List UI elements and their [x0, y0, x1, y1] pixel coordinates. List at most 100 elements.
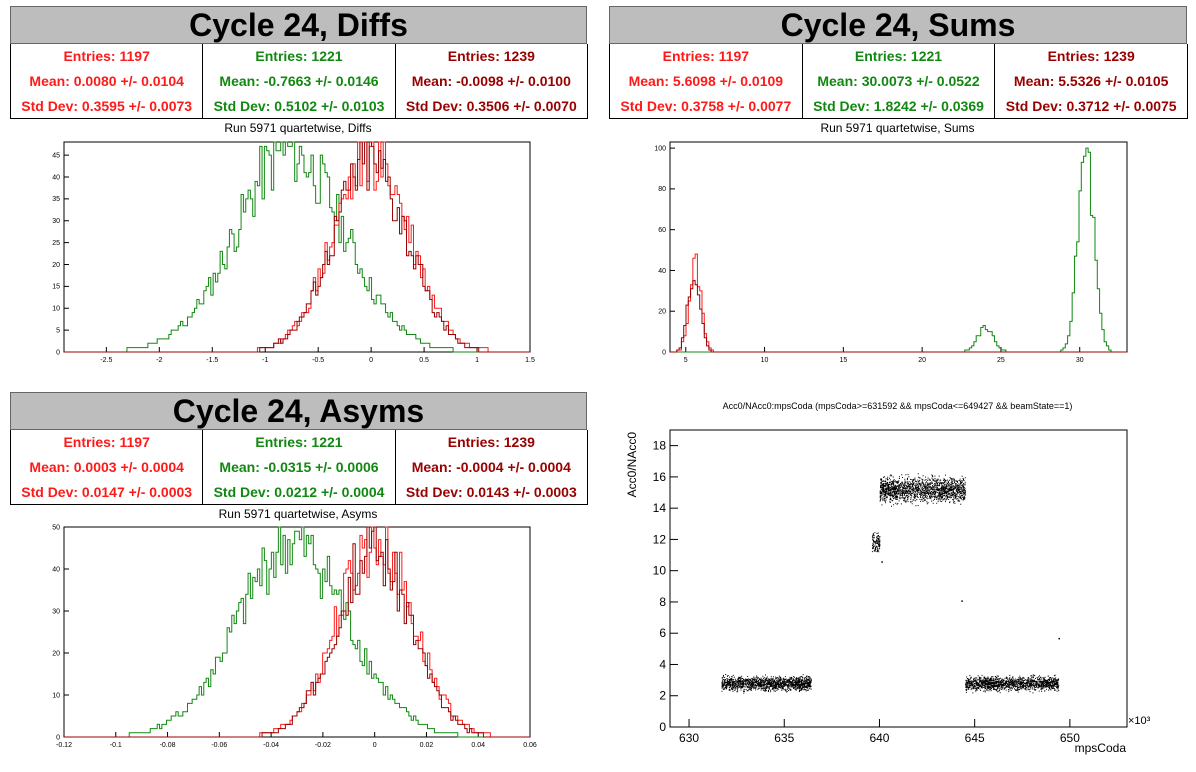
scatter-cluster-1 [871, 532, 881, 553]
hist-series-red [64, 526, 530, 738]
x-tick-label: 20 [918, 357, 926, 364]
stddev-label: Std Dev: 0.5102 +/- 0.0103 [213, 97, 385, 114]
y-tick-label: 15 [52, 284, 60, 291]
y-tick-label: 100 [654, 145, 666, 152]
asyms-stats-green: Entries: 1221 Mean: -0.0315 +/- 0.0006 S… [203, 430, 396, 504]
asyms-subtitle: Run 5971 quartetwise, Asyms [218, 507, 378, 521]
asyms-title: Cycle 24, Asyms [10, 392, 587, 430]
mean-label: Mean: 5.6098 +/- 0.0109 [628, 72, 784, 89]
x-tick-label: -1 [262, 357, 268, 364]
entries-label: Entries: 1239 [447, 48, 535, 65]
x-tick-label: -0.08 [160, 742, 176, 749]
y-tick-label: 18 [653, 439, 667, 453]
stddev-label: Std Dev: 0.0147 +/- 0.0003 [21, 483, 193, 500]
diffs-subtitle: Run 5971 quartetwise, Diffs [224, 121, 372, 135]
x-tick-label: 30 [1076, 357, 1084, 364]
x-tick-label: 1 [475, 357, 479, 364]
x-tick-label: 0.02 [420, 742, 434, 749]
entries-label: Entries: 1221 [255, 434, 343, 451]
stddev-label: Std Dev: 0.3506 +/- 0.0070 [405, 97, 577, 114]
stddev-label: Std Dev: 0.3595 +/- 0.0073 [21, 97, 193, 114]
y-tick-label: 0 [56, 734, 60, 741]
asyms-histogram: -0.12 -0.1 -0.08 -0.06 -0.04 -0.02 0 0.02 0.04 0.… [52, 524, 537, 749]
scatter-outlier [881, 561, 883, 563]
x-tick-label: 640 [869, 731, 889, 745]
sums-histogram: 5 10 15 20 25 30 0 20 40 60 80 100 [654, 141, 1128, 364]
x-tick-label: 650 [1060, 731, 1080, 745]
x-tick-label: -0.02 [315, 742, 331, 749]
plot-frame [669, 141, 1128, 353]
stddev-label: Std Dev: 0.0143 +/- 0.0003 [405, 483, 577, 500]
y-tick-label: 10 [52, 306, 60, 313]
x-tick-label: -0.1 [110, 742, 122, 749]
scatter-cluster-3 [965, 674, 1060, 694]
y-tick-label: 25 [52, 240, 60, 247]
x-tick-label: 0.06 [523, 742, 537, 749]
y-tick-label: 0 [662, 349, 666, 356]
plot-frame [63, 526, 531, 738]
x-tick-label: 1.5 [525, 357, 535, 364]
mean-label: Mean: -0.7663 +/- 0.0146 [219, 72, 379, 89]
y-tick-label: 12 [653, 532, 667, 546]
x-tick-label: 645 [965, 731, 985, 745]
y-tick-label: 0 [659, 720, 666, 734]
y-tick-label: 80 [658, 186, 666, 193]
x-tick-label: 0.04 [471, 742, 485, 749]
x-tick-label: 25 [997, 357, 1005, 364]
sums-stats-green: Entries: 1221 Mean: 30.0073 +/- 0.0522 S… [803, 44, 996, 118]
sums-stats-red: Entries: 1197 Mean: 5.6098 +/- 0.0109 St… [610, 44, 803, 118]
y-tick-label: 2 [659, 689, 666, 703]
y-tick-label: 14 [653, 501, 667, 515]
y-tick-label: 0 [56, 349, 60, 356]
stddev-label: Std Dev: 0.3712 +/- 0.0075 [1005, 97, 1177, 114]
diffs-stats-box: Entries: 1197 Mean: 0.0080 +/- 0.0104 St… [10, 44, 588, 119]
y-tick-label: 8 [659, 595, 666, 609]
y-tick-label: 35 [52, 196, 60, 203]
hist-series-darkred [64, 526, 530, 738]
sums-stats-box: Entries: 1197 Mean: 5.6098 +/- 0.0109 St… [609, 44, 1188, 119]
x-tick-label: 0 [373, 742, 377, 749]
x-tick-label: 10 [761, 357, 769, 364]
entries-label: Entries: 1239 [447, 434, 535, 451]
y-tick-label: 10 [52, 692, 60, 699]
x-tick-label: -0.5 [312, 357, 324, 364]
scatter-outlier [961, 600, 963, 602]
y-tick-label: 30 [52, 218, 60, 225]
scatter-cluster-0 [721, 674, 812, 694]
x-tick-label: -0.12 [56, 742, 72, 749]
sums-title: Cycle 24, Sums [609, 6, 1187, 44]
mean-label: Mean: 5.5326 +/- 0.0105 [1013, 72, 1169, 89]
plot-frame [63, 141, 531, 353]
diffs-title: Cycle 24, Diffs [10, 6, 587, 44]
y-tick-label: 5 [56, 327, 60, 334]
x-tick-label: -1.5 [206, 357, 218, 364]
entries-label: Entries: 1197 [63, 434, 150, 451]
mean-label: Mean: 0.0003 +/- 0.0004 [29, 458, 184, 475]
entries-label: Entries: 1197 [662, 48, 750, 65]
x-tick-label: 0 [369, 357, 373, 364]
y-tick-label: 6 [659, 626, 666, 640]
y-tick-label: 30 [52, 608, 60, 615]
y-tick-label: 45 [52, 152, 60, 159]
y-tick-label: 20 [658, 309, 666, 316]
stddev-label: Std Dev: 0.3758 +/- 0.0077 [620, 97, 792, 114]
x-tick-label: 0.5 [419, 357, 429, 364]
hist-series-darkred [670, 280, 1127, 353]
asyms-stats-red: Entries: 1197 Mean: 0.0003 +/- 0.0004 St… [11, 430, 204, 504]
scatter-plot: 630 635 640 645 650 0 2 4 6 8 10 12 14 16 18 [653, 429, 1128, 745]
stddev-label: Std Dev: 1.8242 +/- 0.0369 [813, 97, 984, 114]
entries-label: Entries: 1221 [255, 48, 343, 65]
x-tick-label: -0.06 [211, 742, 227, 749]
x-tick-label: -2 [156, 357, 162, 364]
y-tick-label: 40 [658, 268, 666, 275]
hist-series-darkred [64, 141, 530, 353]
y-tick-label: 10 [653, 564, 667, 578]
x-tick-label: 630 [679, 731, 699, 745]
hist-series-green [64, 141, 530, 353]
stddev-label: Std Dev: 0.0212 +/- 0.0004 [213, 483, 385, 500]
y-tick-label: 4 [659, 657, 666, 671]
entries-label: Entries: 1221 [854, 48, 943, 65]
mean-label: Mean: -0.0315 +/- 0.0006 [219, 458, 379, 475]
x-tick-label: 5 [684, 357, 688, 364]
